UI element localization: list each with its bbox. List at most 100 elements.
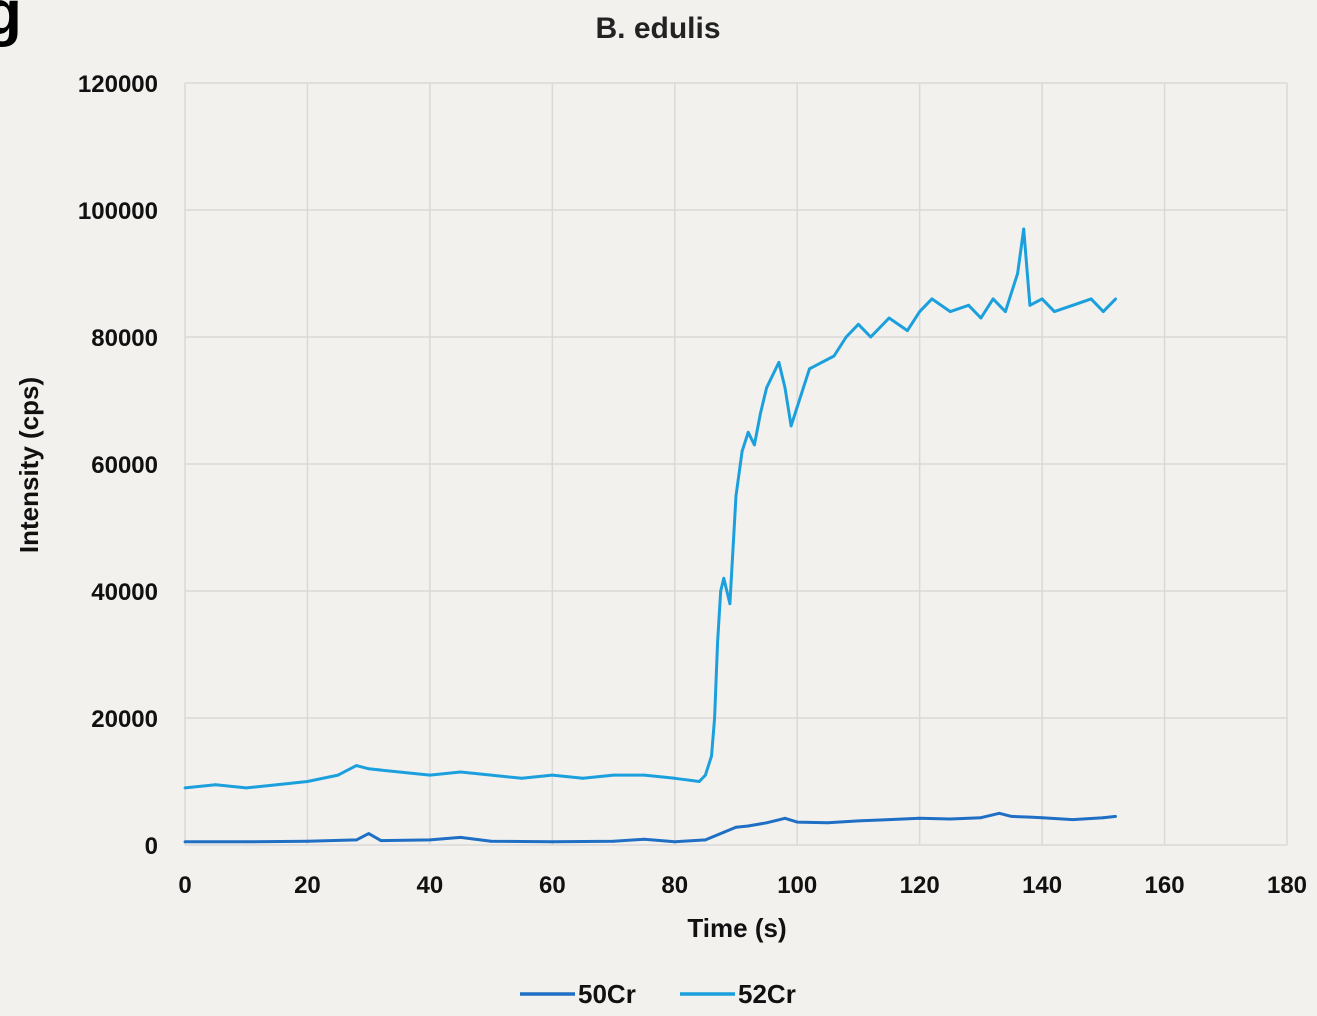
- data-point-52Cr: [719, 589, 723, 593]
- x-tick-label: 160: [1145, 872, 1185, 899]
- data-point-52Cr: [673, 776, 677, 780]
- data-point-52Cr: [844, 335, 848, 339]
- data-point-52Cr: [734, 494, 738, 498]
- chart-title: B. edulis: [595, 12, 720, 45]
- data-point-50Cr: [459, 836, 462, 839]
- data-point-50Cr: [746, 824, 750, 828]
- data-point-52Cr: [789, 424, 793, 428]
- x-tick-label: 100: [777, 872, 817, 899]
- data-point-52Cr: [355, 764, 358, 767]
- data-point-52Cr: [1004, 310, 1007, 313]
- data-point-52Cr: [906, 329, 909, 332]
- data-point-50Cr: [765, 821, 768, 825]
- data-point-52Cr: [214, 783, 218, 787]
- data-point-52Cr: [642, 773, 646, 777]
- data-point-50Cr: [244, 840, 248, 844]
- data-point-52Cr: [832, 354, 836, 358]
- x-tick-label: 20: [294, 872, 321, 899]
- data-point-52Cr: [967, 303, 970, 307]
- data-point-52Cr: [869, 335, 873, 339]
- data-point-50Cr: [673, 840, 677, 844]
- y-axis-ticks: 0 20000 40000 60000 80000 100000 120000: [78, 71, 158, 860]
- y-tick-label: 20000: [91, 706, 158, 733]
- data-point-50Cr: [306, 839, 309, 843]
- data-point-52Cr: [713, 716, 716, 720]
- series-line-52Cr: [184, 227, 1117, 790]
- y-axis-title: Intensity (cps): [14, 377, 44, 553]
- series-lines: [183, 227, 1117, 844]
- x-tick-label: 120: [900, 872, 940, 899]
- data-point-52Cr: [244, 786, 248, 790]
- data-point-50Cr: [489, 839, 493, 843]
- data-point-52Cr: [777, 361, 781, 364]
- data-point-50Cr: [642, 837, 646, 841]
- x-axis-title: Time (s): [687, 913, 786, 943]
- data-point-52Cr: [820, 361, 824, 364]
- data-point-52Cr: [783, 386, 787, 390]
- data-point-52Cr: [746, 430, 750, 434]
- data-point-52Cr: [795, 405, 799, 409]
- data-point-52Cr: [397, 770, 401, 774]
- data-point-52Cr: [612, 773, 615, 777]
- x-tick-label: 60: [539, 872, 566, 899]
- data-point-52Cr: [918, 310, 922, 313]
- data-point-50Cr: [1040, 816, 1044, 820]
- data-point-52Cr: [306, 780, 309, 783]
- data-point-52Cr: [716, 640, 719, 644]
- data-point-52Cr: [722, 576, 726, 580]
- y-tick-label: 100000: [78, 198, 158, 225]
- data-point-52Cr: [979, 316, 983, 320]
- data-point-52Cr: [759, 411, 762, 415]
- legend-label: 52Cr: [738, 979, 796, 1009]
- data-point-52Cr: [948, 310, 952, 313]
- y-tick-label: 60000: [91, 452, 158, 479]
- data-point-50Cr: [722, 830, 726, 834]
- data-point-50Cr: [1010, 815, 1013, 818]
- data-point-50Cr: [979, 816, 983, 820]
- data-point-50Cr: [379, 839, 383, 842]
- data-point-50Cr: [1114, 815, 1117, 818]
- data-point-50Cr: [550, 840, 554, 844]
- data-point-52Cr: [710, 754, 713, 758]
- data-point-50Cr: [367, 832, 371, 835]
- data-point-50Cr: [612, 839, 615, 843]
- data-point-52Cr: [771, 373, 775, 377]
- data-point-52Cr: [275, 783, 279, 787]
- data-point-52Cr: [753, 443, 756, 447]
- legend-label: 50Cr: [578, 979, 636, 1009]
- data-point-50Cr: [734, 825, 738, 829]
- data-point-52Cr: [336, 773, 340, 777]
- data-point-52Cr: [581, 776, 585, 780]
- data-point-52Cr: [1016, 272, 1019, 275]
- data-point-52Cr: [1040, 297, 1044, 301]
- x-tick-label: 0: [178, 872, 191, 899]
- data-point-50Cr: [997, 811, 1001, 815]
- y-tick-label: 80000: [91, 325, 158, 352]
- data-point-52Cr: [857, 322, 860, 326]
- data-point-52Cr: [765, 386, 768, 390]
- data-point-52Cr: [740, 449, 744, 453]
- data-point-50Cr: [355, 838, 358, 842]
- x-tick-label: 180: [1267, 872, 1307, 899]
- data-point-52Cr: [1028, 303, 1032, 307]
- data-point-50Cr: [183, 840, 187, 844]
- y-tick-label: 120000: [78, 71, 158, 98]
- data-point-50Cr: [704, 838, 707, 842]
- data-point-52Cr: [1101, 310, 1105, 313]
- data-point-52Cr: [887, 316, 891, 320]
- data-point-50Cr: [1028, 815, 1032, 819]
- data-point-52Cr: [930, 297, 934, 301]
- data-point-52Cr: [991, 297, 995, 301]
- data-point-50Cr: [1071, 818, 1075, 821]
- data-point-52Cr: [1114, 297, 1117, 301]
- data-point-52Cr: [428, 773, 432, 777]
- x-tick-label: 80: [661, 872, 688, 899]
- data-point-52Cr: [520, 776, 524, 780]
- grid: [184, 82, 1288, 846]
- data-point-52Cr: [1071, 303, 1075, 307]
- data-point-52Cr: [489, 773, 493, 777]
- x-tick-label: 40: [417, 872, 444, 899]
- data-point-50Cr: [826, 821, 830, 825]
- data-point-50Cr: [783, 816, 787, 820]
